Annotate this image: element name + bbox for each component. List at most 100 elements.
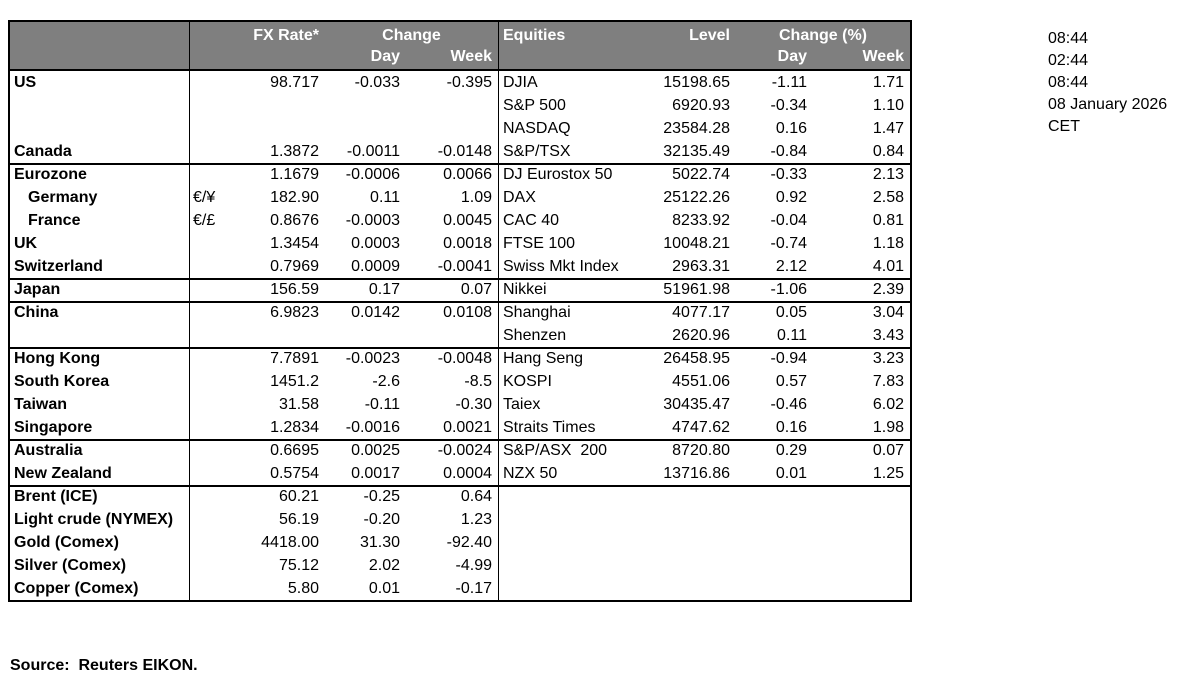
fx-day-change: -0.11 [364,396,400,413]
equity-level: 4747.62 [672,419,730,436]
table-row: Brent (ICE) 60.21 -0.25 0.64 [10,485,910,508]
equity-name: Straits Times [503,419,596,436]
fx-day-change: -0.20 [363,511,400,528]
table-row: Taiwan 31.58 -0.11 -0.30 Taiex 30435.47 -0.46 6… [10,393,910,416]
currency-pair [190,278,222,301]
currency-pair [190,554,222,577]
equities-header: Equities [503,27,566,44]
fx-week-change: 0.0045 [406,209,499,232]
equity-week-change: 3.04 [813,301,910,324]
equity-week-change: 0.81 [872,212,904,229]
equity-day-change: -0.84 [770,143,807,160]
fx-rate-value [222,94,325,117]
fx-rate-value: 60.21 [222,485,325,508]
fx-day-change: -0.0011 [346,143,400,160]
equity-name: Taiex [503,396,541,413]
fx-day-change: 0.0003 [351,235,400,252]
equity-level: 15198.65 [663,74,730,91]
fx-day-change: 0.0142 [325,301,406,324]
fx-week-header: Week [406,46,499,71]
row-label: Switzerland [10,255,190,278]
currency-pair [190,393,222,416]
table-row: Switzerland 0.7969 0.0009 -0.0041 Swiss Mkt … [10,255,910,278]
equity-level: 2963.31 [672,258,730,275]
fx-day-change: 0.0017 [351,465,400,482]
equity-level: 2620.96 [672,327,730,344]
fx-day-change [325,324,406,347]
table-row: Canada 1.3872 -0.0011 -0.0148 S&P/TSX 32135.4… [10,140,910,163]
equity-day-change: 0.05 [736,301,813,324]
fx-rate-value: 182.90 [270,189,319,206]
fx-day-change: 0.11 [370,189,400,206]
equity-week-change: 7.83 [872,373,904,390]
equity-name [499,485,644,508]
equity-name: KOSPI [503,373,552,390]
fx-rate-value [222,117,325,140]
fx-week-change: 0.0066 [406,163,499,186]
equity-level: 30435.47 [663,396,730,413]
timestamp-line: 08:44 [1048,30,1089,47]
fx-day-change: 0.0009 [351,258,400,275]
fx-week-change [406,324,499,347]
fx-day-change: -0.033 [354,74,400,91]
equity-week-change: 2.39 [813,278,910,301]
currency-pair [190,163,222,186]
equity-name: S&P 500 [503,97,566,114]
fx-rate-value: 1.1679 [222,163,325,186]
equity-day-change: -0.04 [770,212,807,229]
currency-pair [190,324,222,347]
equity-name [499,531,644,554]
equity-level: 51961.98 [644,278,736,301]
fx-week-change: -0.0041 [406,255,499,278]
fx-rate-value: 4418.00 [261,534,319,551]
currency-pair [190,140,222,163]
fx-week-change: 0.07 [406,278,499,301]
equity-day-change: 0.57 [775,373,807,390]
fx-rate-value: 98.717 [270,74,319,91]
fx-day-change: 0.01 [368,580,400,597]
currency-pair [190,439,222,462]
fx-week-change: -0.395 [406,71,499,94]
equity-level: 6920.93 [672,97,730,114]
table-row: New Zealand 0.5754 0.0017 0.0004 NZX 50 13716… [10,462,910,485]
currency-pair [190,531,222,554]
header-spacer [499,46,644,71]
fx-rate-value: 0.5754 [270,465,319,482]
equity-name [499,554,644,577]
row-label: Australia [10,439,190,462]
timestamp-line: 08 January 2026 [1048,96,1168,113]
fx-rate-value: 7.7891 [222,347,325,370]
market-data-table: FX Rate* Change Equities Level Change (%… [8,20,912,602]
equity-week-change [813,554,910,577]
header-spacer [222,46,325,71]
table-row: US 98.717 -0.033 -0.395 DJIA 15198.65 -1.11 1.7… [10,71,910,94]
equity-day-change: -0.94 [736,347,813,370]
row-label: UK [10,232,190,255]
equity-name: DJIA [503,74,538,91]
table-row: S&P 500 6920.93 -0.34 1.10 [10,94,910,117]
timestamp-panel: 08:44 02:44 08:44 08 January 2026 CET [1048,28,1167,138]
row-label: China [10,301,190,324]
currency-pair [190,232,222,255]
equity-name: Nikkei [499,278,644,301]
fx-week-change: 0.0108 [406,301,499,324]
fx-week-change [406,94,499,117]
row-label: Germany [10,186,190,209]
fx-week-change: -0.0048 [406,347,499,370]
timestamp-line: 08:44 [1048,74,1089,91]
equities-change-pct-header: Change (%) [779,27,867,44]
equity-name: FTSE 100 [503,235,576,252]
row-label: South Korea [10,370,190,393]
fx-rate-value: 1451.2 [270,373,319,390]
header-spacer [190,46,222,71]
fx-week-change: -0.0024 [406,439,499,462]
fx-day-change: 0.0025 [325,439,406,462]
fx-week-change: -0.30 [406,393,499,416]
fx-rate-header: FX Rate* [253,27,319,44]
level-header: Level [689,27,730,44]
equity-week-change: 0.07 [813,439,910,462]
fx-rate-value: 1.3454 [270,235,319,252]
table-row: Silver (Comex) 75.12 2.02 -4.99 [10,554,910,577]
fx-day-change [325,117,406,140]
equity-name: Shenzen [503,327,567,344]
